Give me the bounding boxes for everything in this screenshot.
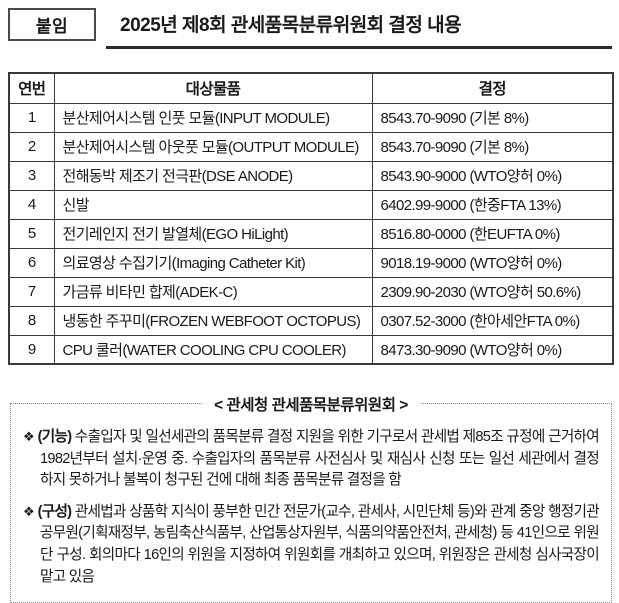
document-header: 붙임 2025년 제8회 관세품목분류위원회 결정 내용: [8, 8, 612, 49]
row-item: 냉동한 주꾸미(FROZEN WEBFOOT OCTOPUS): [53, 305, 373, 336]
table-header-row: 연번 대상물품 결정: [8, 72, 614, 104]
row-item: 전해동박 제조기 전극판(DSE ANODE): [53, 160, 373, 191]
table-row: 5 전기레인지 전기 발열체(EGO HiLight) 8516.80-0000…: [8, 218, 614, 249]
table-row: 3 전해동박 제조기 전극판(DSE ANODE) 8543.90-9000 (…: [8, 160, 614, 191]
row-no: 5: [8, 218, 55, 249]
row-item: 분산제어시스템 인풋 모듈(INPUT MODULE): [53, 102, 373, 133]
title-underline-wrap: 2025년 제8회 관세품목분류위원회 결정 내용: [106, 8, 612, 49]
row-decision: 6402.99-9000 (한중FTA 13%): [371, 189, 614, 220]
row-decision: 2309.90-2030 (WTO양허 50.6%): [371, 276, 614, 307]
row-no: 2: [8, 131, 55, 162]
page-title: 2025년 제8회 관세품목분류위원회 결정 내용: [120, 15, 462, 36]
row-item: 분산제어시스템 아웃풋 모듈(OUTPUT MODULE): [53, 131, 373, 162]
row-decision: 8543.70-9090 (기본 8%): [371, 131, 614, 162]
column-header-decision: 결정: [371, 72, 614, 104]
row-no: 4: [8, 189, 55, 220]
row-item: 의료영상 수집기기(Imaging Catheter Kit): [53, 247, 373, 278]
row-item: 신발: [53, 189, 373, 220]
info-bullet-function: ❖ (기능) 수출입자 및 일선세관의 품목분류 결정 지원을 위한 기구로서 …: [23, 426, 600, 492]
row-no: 8: [8, 305, 55, 336]
column-header-item: 대상물품: [53, 72, 373, 104]
row-item: 가금류 비타민 합제(ADEK-C): [53, 276, 373, 307]
table-row: 1 분산제어시스템 인풋 모듈(INPUT MODULE) 8543.70-90…: [8, 102, 614, 133]
row-decision: 8543.70-9090 (기본 8%): [371, 102, 614, 133]
table-row: 6 의료영상 수집기기(Imaging Catheter Kit) 9018.1…: [8, 247, 614, 278]
row-no: 9: [8, 334, 55, 365]
row-no: 1: [8, 102, 55, 133]
row-decision: 8473.30-9090 (WTO양허 0%): [371, 334, 614, 365]
row-no: 3: [8, 160, 55, 191]
attachment-badge-label: 붙임: [35, 17, 69, 36]
table-row: 9 CPU 쿨러(WATER COOLING CPU COOLER) 8473.…: [8, 334, 614, 365]
column-header-no: 연번: [8, 72, 55, 104]
committee-info-box: < 관세청 관세품목분류위원회 > ❖ (기능) 수출입자 및 일선세관의 품목…: [10, 393, 612, 603]
table-row: 2 분산제어시스템 아웃풋 모듈(OUTPUT MODULE) 8543.70-…: [8, 131, 614, 162]
attachment-badge: 붙임: [8, 8, 96, 41]
table-row: 8 냉동한 주꾸미(FROZEN WEBFOOT OCTOPUS) 0307.5…: [8, 305, 614, 336]
row-decision: 9018.19-9000 (WTO양허 0%): [371, 247, 614, 278]
decision-table: 연번 대상물품 결정 1 분산제어시스템 인풋 모듈(INPUT MODULE)…: [8, 72, 614, 365]
bullet-text: 수출입자 및 일선세관의 품목분류 결정 지원을 위한 기구로서 관세법 제85…: [40, 429, 600, 489]
row-item: 전기레인지 전기 발열체(EGO HiLight): [53, 218, 373, 249]
table-row: 4 신발 6402.99-9000 (한중FTA 13%): [8, 189, 614, 220]
row-decision: 8543.90-9000 (WTO양허 0%): [371, 160, 614, 191]
info-box-heading: < 관세청 관세품목분류위원회 >: [202, 393, 420, 415]
table-row: 7 가금류 비타민 합제(ADEK-C) 2309.90-2030 (WTO양허…: [8, 276, 614, 307]
bullet-text: 관세법과 상품학 지식이 풍부한 민간 전문가(교수, 관세사, 시민단체 등)…: [40, 503, 600, 585]
bullet-label: (기능): [37, 429, 72, 445]
row-no: 6: [8, 247, 55, 278]
row-item: CPU 쿨러(WATER COOLING CPU COOLER): [53, 334, 373, 365]
row-decision: 0307.52-3000 (한아세안FTA 0%): [371, 305, 614, 336]
info-bullet-composition: ❖ (구성) 관세법과 상품학 지식이 풍부한 민간 전문가(교수, 관세사, …: [23, 501, 600, 588]
row-no: 7: [8, 276, 55, 307]
bullet-label: (구성): [37, 503, 72, 520]
diamond-bullet-icon: ❖: [23, 429, 35, 444]
row-decision: 8516.80-0000 (한EUFTA 0%): [371, 218, 614, 249]
diamond-bullet-icon: ❖: [23, 503, 35, 519]
